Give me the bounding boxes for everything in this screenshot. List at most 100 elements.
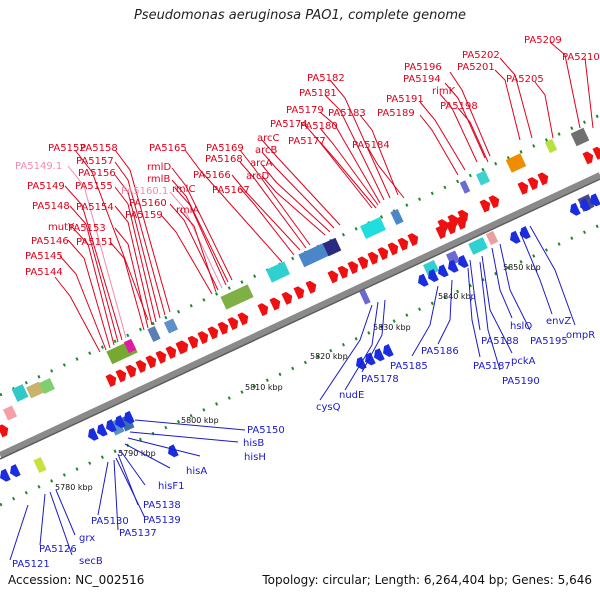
- forward-gene-arrow: [488, 195, 500, 209]
- reverse-gene-arrow: [458, 255, 469, 268]
- leader-line: [169, 203, 219, 291]
- gene-label: PA5187: [473, 361, 511, 372]
- forward-gene-arrow: [269, 297, 281, 311]
- leader-line: [67, 239, 111, 349]
- leader-line: [54, 276, 101, 353]
- leader-line: [304, 124, 373, 209]
- gene-label: PA5169: [206, 143, 244, 154]
- gene-label: arcB: [255, 145, 278, 156]
- feature-block: [265, 261, 291, 283]
- scale-tick-label: 5850 kbp: [503, 263, 541, 272]
- gene-label: mutY: [48, 222, 75, 233]
- forward-gene-arrow: [537, 172, 549, 186]
- gene-label: PA5182: [307, 73, 345, 84]
- gene-label: pckA: [511, 356, 536, 367]
- reverse-strand-arrows: [0, 193, 600, 482]
- leader-line: [359, 114, 399, 196]
- gene-label: envZ: [546, 316, 571, 327]
- feature-block: [109, 418, 125, 436]
- leader-line: [64, 185, 123, 341]
- gene-label: PA5189: [377, 108, 415, 119]
- gene-label: secB: [79, 556, 103, 567]
- forward-gene-arrow: [125, 364, 137, 378]
- gene-label: PA5148: [32, 201, 70, 212]
- forward-gene-arrow: [592, 146, 600, 160]
- leader-line: [67, 165, 127, 339]
- forward-gene-arrow: [377, 247, 389, 261]
- gene-label: PA5168: [205, 154, 243, 165]
- forward-gene-arrow: [177, 340, 189, 354]
- genome-backbone-shadow: [0, 178, 600, 460]
- gene-label: PA5184: [352, 140, 390, 151]
- leader-line: [319, 304, 373, 401]
- forward-gene-arrow: [187, 335, 199, 349]
- feature-blocks: [2, 127, 595, 474]
- gene-label: PA5144: [25, 267, 63, 278]
- leader-line: [534, 81, 554, 139]
- forward-gene-arrow: [457, 209, 469, 223]
- forward-gene-arrow: [135, 360, 147, 373]
- feature-block: [2, 405, 18, 421]
- leader-line: [9, 504, 29, 561]
- leader-line: [519, 231, 553, 315]
- leader-line: [119, 449, 146, 486]
- reverse-gene-arrow: [448, 259, 459, 273]
- leader-line: [261, 151, 335, 229]
- leader-line: [114, 186, 157, 323]
- scale-tick-label: 5810 kbp: [245, 383, 283, 392]
- forward-gene-arrow: [281, 291, 293, 305]
- reverse-gene-arrow: [124, 410, 135, 424]
- leader-line: [39, 493, 46, 546]
- scale-ticks: 5780 kbp 5790 kbp 5800 kbp 5810 kbp 5820…: [55, 263, 541, 492]
- gene-label: ompR: [566, 330, 595, 341]
- feature-block: [298, 242, 330, 268]
- leader-line: [419, 114, 459, 176]
- feature-block: [26, 381, 44, 399]
- leader-line: [411, 285, 439, 357]
- feature-block: [390, 208, 404, 226]
- leader-line: [184, 149, 283, 263]
- gene-label: PA5177: [288, 136, 326, 147]
- leader-line: [174, 187, 227, 286]
- gene-label: PA5153: [68, 223, 106, 234]
- genome-backbone: [0, 172, 600, 458]
- forward-gene-arrow: [387, 242, 399, 256]
- gene-label: PA5179: [286, 105, 324, 116]
- gene-label: PA5160.1: [121, 186, 168, 197]
- leader-line: [319, 127, 379, 206]
- reverse-gene-arrow: [590, 193, 600, 207]
- gene-label: PA5137: [119, 528, 157, 539]
- gene-label: hisA: [186, 466, 207, 477]
- leader-line: [499, 57, 533, 139]
- forward-gene-arrow: [105, 374, 117, 387]
- scale-tick-label: 5790 kbp: [118, 449, 156, 458]
- gene-label: rimK: [432, 86, 456, 97]
- gene-label: PA5190: [502, 376, 540, 387]
- accession-text: Accession: NC_002516: [8, 573, 145, 587]
- leader-line: [481, 255, 513, 354]
- leader-line: [439, 93, 478, 163]
- leader-line: [179, 209, 217, 293]
- gene-label: rmlA: [176, 205, 199, 216]
- leader-line: [97, 461, 109, 516]
- leader-line: [171, 167, 233, 281]
- forward-gene-arrow: [347, 261, 359, 275]
- scale-tick-label: 5840 kbp: [438, 292, 476, 301]
- leader-line: [479, 261, 501, 371]
- leader-line: [127, 437, 201, 457]
- gene-label: rmlC: [172, 184, 195, 195]
- leader-line: [55, 489, 76, 536]
- scale-tick-label: 5780 kbp: [55, 483, 93, 492]
- leader-line: [231, 174, 301, 251]
- feature-block: [11, 384, 29, 402]
- leader-line: [319, 111, 381, 204]
- leader-line: [319, 141, 377, 209]
- feature-block: [505, 153, 527, 173]
- forward-gene-arrow: [0, 424, 9, 438]
- gene-label: PA5205: [506, 74, 544, 85]
- leader-line: [113, 459, 119, 531]
- leader-line: [114, 227, 149, 329]
- forward-gene-arrow: [517, 181, 529, 195]
